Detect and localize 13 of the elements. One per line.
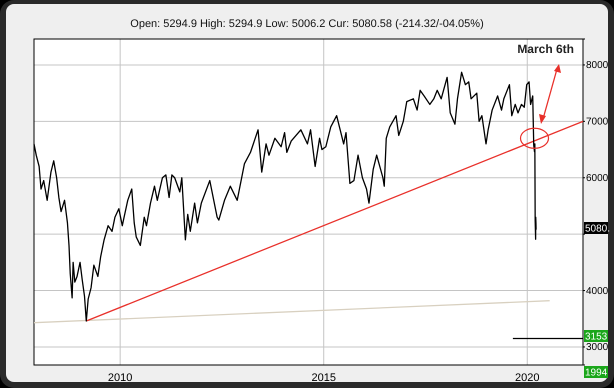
y-tick-label: 3000	[586, 342, 609, 354]
x-tick-label: 2020	[515, 372, 540, 384]
text: 1994	[585, 368, 608, 378]
y-tick-label: 4000	[586, 286, 609, 297]
text: 5080.	[585, 224, 610, 234]
y-tick-label: 7000	[586, 116, 609, 128]
y-tick-label: 6000	[586, 172, 609, 184]
annotation: March 6th	[517, 42, 574, 56]
chart-title: Open: 5294.9 High: 5294.9 Low: 5006.2 Cur: 5080.58 (-214.32/-04.05%)	[130, 18, 484, 30]
x-tick-label: 2010	[108, 372, 132, 384]
y-tick-label: 8000	[586, 60, 609, 72]
text: 3153	[585, 332, 608, 342]
x-tick-label: 2015	[311, 372, 336, 384]
